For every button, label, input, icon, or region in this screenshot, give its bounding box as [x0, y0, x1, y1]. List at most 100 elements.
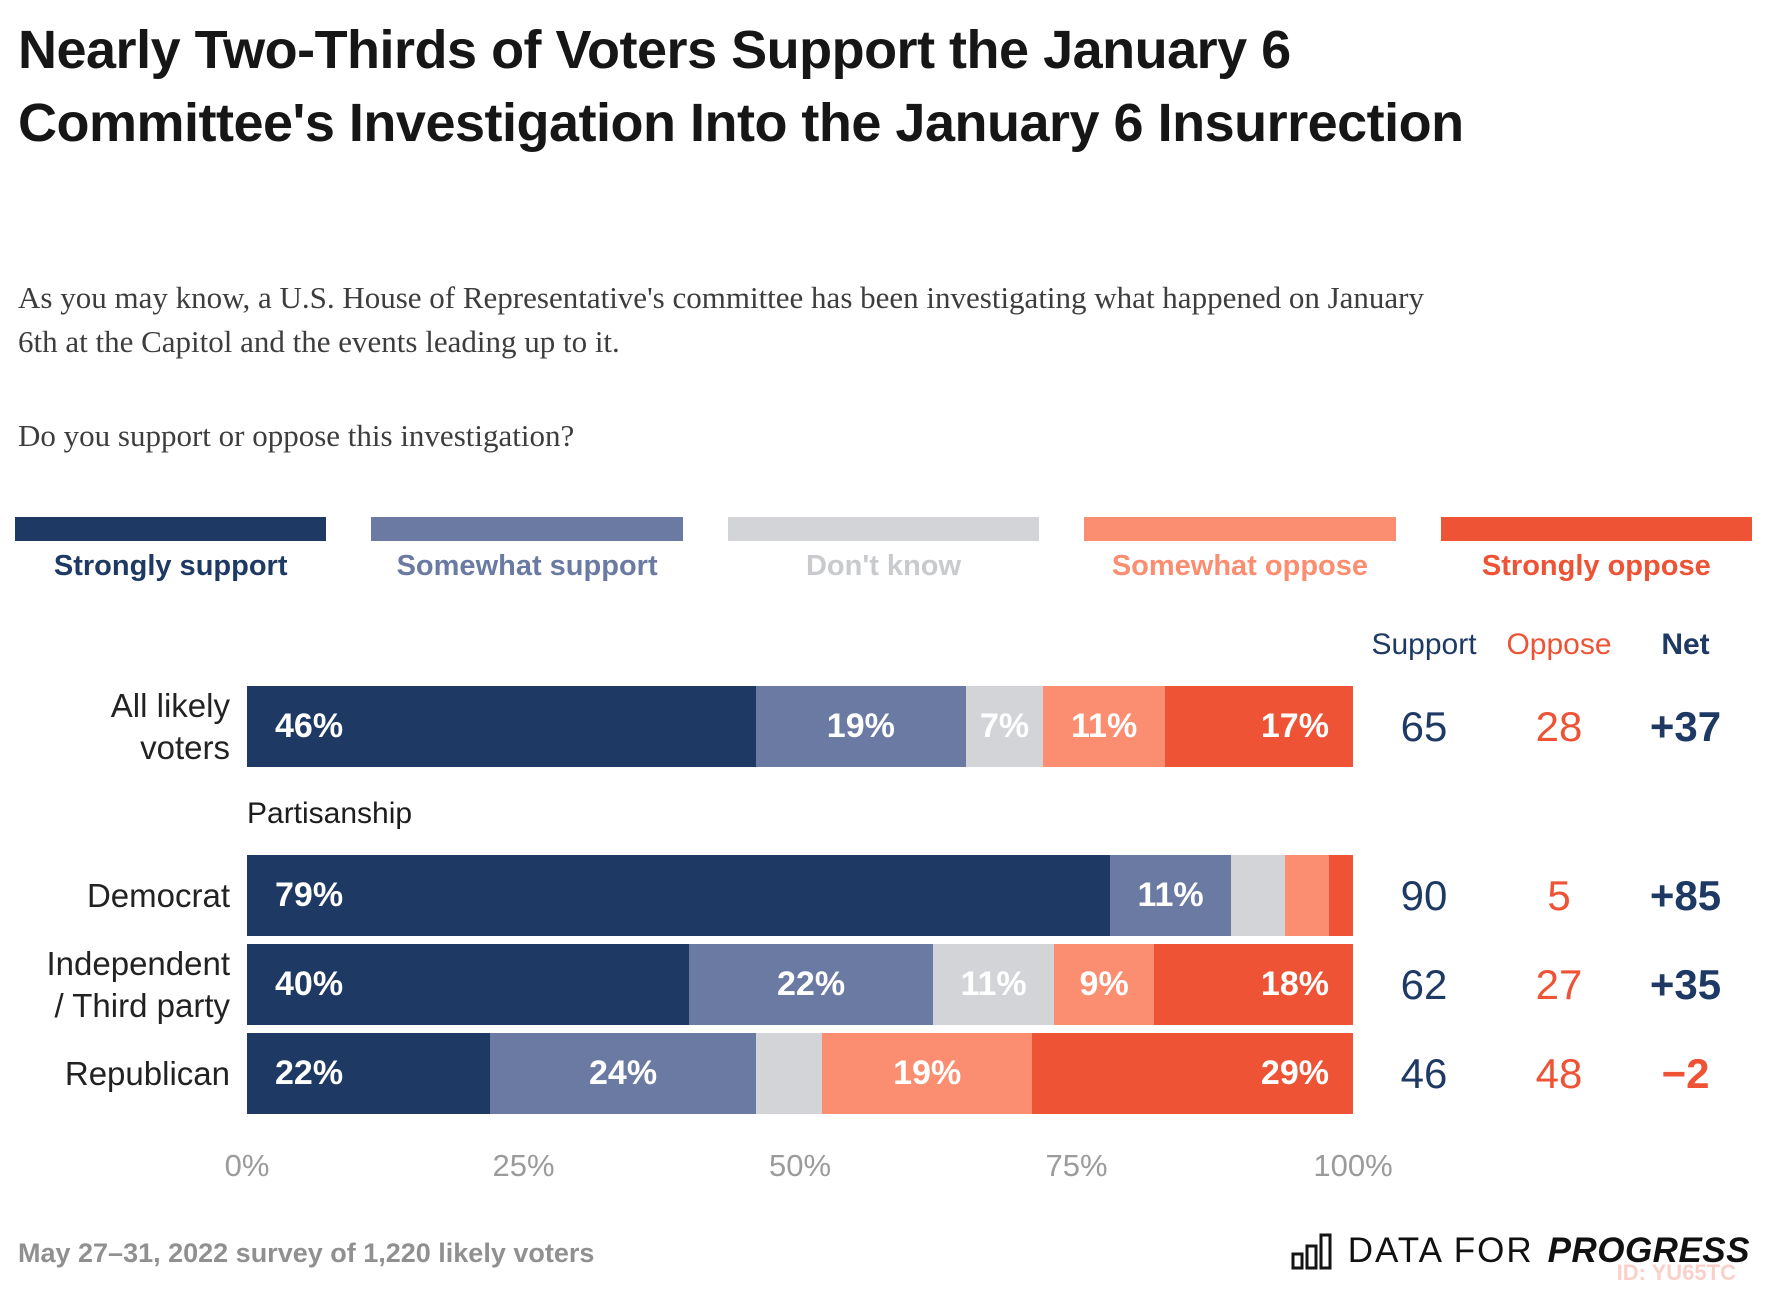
- stats-header-net: Net: [1661, 628, 1710, 661]
- bar-segment-label: 24%: [589, 1054, 658, 1092]
- stat-net: +37: [1649, 702, 1722, 750]
- bar-segment: [1230, 855, 1286, 936]
- legend-label: Somewhat oppose: [1111, 550, 1369, 582]
- bar-segment-label: 29%: [1260, 1054, 1329, 1092]
- bar-segment: 18%: [1153, 944, 1353, 1025]
- bar-row: Democrat 79% 11% 90 5 +85: [18, 855, 1766, 936]
- bar-segment-label: 9%: [1079, 965, 1129, 1003]
- bar-row: All likely voters 46% 19% 7% 11% 17% 65 28 +37: [18, 686, 1766, 767]
- bar-segment-label: 22%: [275, 1054, 344, 1092]
- brand-text-progress: PROGRESS: [1547, 1231, 1750, 1270]
- row-label: Republican: [18, 1053, 230, 1095]
- bar-segment: 22%: [247, 1033, 491, 1114]
- x-axis: 0% 25% 50% 75% 100%: [225, 1148, 1393, 1186]
- stats-header-oppose: Oppose: [1506, 628, 1612, 661]
- chart-subtitle: As you may know, a U.S. House of Represe…: [18, 280, 1424, 359]
- stat-net: −2: [1661, 1049, 1710, 1097]
- bar-row: Independent / Third party 40% 22% 11% 9% 18% 62…: [18, 944, 1766, 1025]
- row-label-line: Independent: [46, 944, 230, 982]
- brand-logo: DATA FOR PROGRESS: [1290, 1229, 1750, 1273]
- stat-oppose: 27: [1535, 960, 1583, 1008]
- bar-segment: [1329, 855, 1353, 936]
- stats-header-support: Support: [1371, 628, 1477, 661]
- legend-swatch: [1084, 517, 1396, 541]
- row-stats: 46 48 −2: [1353, 1050, 1753, 1098]
- stat-support: 46: [1400, 1049, 1448, 1097]
- bar-segment: 11%: [932, 944, 1055, 1025]
- bar-segment: 11%: [1110, 855, 1231, 936]
- legend-label: Strongly support: [53, 550, 288, 582]
- bar-segments: 40% 22% 11% 9% 18%: [247, 944, 1353, 1025]
- row-label-line: / Third party: [54, 986, 230, 1024]
- row-label: All likely voters: [18, 685, 230, 769]
- bar-segment: 9%: [1054, 944, 1154, 1025]
- bar-segment: 29%: [1032, 1033, 1353, 1114]
- x-axis-tick: 50%: [768, 1148, 832, 1183]
- stat-oppose: 5: [1547, 871, 1571, 919]
- stat-oppose: 48: [1535, 1049, 1583, 1097]
- stats-headers: Support Oppose Net: [1353, 628, 1753, 662]
- bar-segment-label: 18%: [1260, 965, 1329, 1003]
- footer-note: May 27–31, 2022 survey of 1,220 likely v…: [18, 1238, 595, 1268]
- stat-net: +85: [1649, 871, 1722, 919]
- bar-segment-label: 79%: [275, 876, 344, 914]
- row-label: Democrat: [18, 875, 230, 917]
- bar-segment-label: 46%: [275, 707, 344, 745]
- bar-segment: 24%: [490, 1033, 756, 1114]
- chart-rows: All likely voters 46% 19% 7% 11% 17% 65 28 +37 Par…: [18, 686, 1766, 1122]
- legend-label: Don't know: [805, 550, 962, 582]
- bar-segment-label: 40%: [275, 965, 344, 1003]
- legend-item: Strongly oppose: [1440, 517, 1753, 583]
- bar-chart-icon: [1290, 1229, 1334, 1273]
- bar-segment-label: 7%: [980, 707, 1030, 745]
- stat-oppose: 28: [1535, 702, 1583, 750]
- stat-support: 90: [1400, 871, 1448, 919]
- stat-net: +35: [1649, 960, 1722, 1008]
- bar-segment-label: 19%: [826, 707, 895, 745]
- row-stats: 62 27 +35: [1353, 961, 1753, 1009]
- bar-segments: 79% 11%: [247, 855, 1353, 936]
- legend-swatch: [1440, 517, 1753, 541]
- x-axis-tick: 75%: [1045, 1148, 1108, 1183]
- legend-swatch: [727, 517, 1040, 541]
- row-label-line: Democrat: [86, 876, 230, 914]
- x-axis-tick: 25%: [492, 1148, 555, 1183]
- legend: Strongly support Somewhat support Don't kn…: [15, 517, 1753, 583]
- legend-label: Somewhat support: [396, 550, 658, 582]
- row-stats: 90 5 +85: [1353, 872, 1753, 920]
- bar-segment-label: 11%: [1071, 707, 1138, 745]
- legend-label: Strongly oppose: [1481, 550, 1711, 582]
- stat-support: 65: [1400, 702, 1448, 750]
- legend-swatch: [15, 517, 327, 541]
- bar-segment-label: 11%: [1137, 876, 1204, 914]
- bar-segment: 11%: [1043, 686, 1165, 767]
- bar-segment: 79%: [247, 855, 1111, 936]
- bar-segments: 22% 24% 19% 29%: [247, 1033, 1353, 1114]
- chart-title: Nearly Two-Thirds of Voters Support the …: [18, 20, 1464, 153]
- row-label-line: All likely: [110, 686, 230, 724]
- bar-segment: 40%: [247, 944, 690, 1025]
- x-axis-tick: 100%: [1313, 1148, 1393, 1183]
- brand-text-data-for: DATA FOR: [1347, 1231, 1534, 1270]
- row-label-line: Republican: [64, 1054, 230, 1092]
- bar-row: Republican 22% 24% 19% 29% 46 48 −2: [18, 1033, 1766, 1114]
- bar-segment-label: 22%: [777, 965, 846, 1003]
- row-label-line: voters: [140, 728, 230, 766]
- x-axis-tick: 0%: [224, 1148, 270, 1183]
- bar-segment: [1285, 855, 1329, 936]
- legend-swatch: [371, 517, 683, 541]
- legend-item: Don't know: [727, 517, 1040, 583]
- bar-segment: 19%: [755, 686, 966, 767]
- survey-question: Do you support or oppose this investigat…: [18, 418, 575, 453]
- bar-segments: 46% 19% 7% 11% 17%: [247, 686, 1353, 767]
- bar-segment-label: 11%: [960, 965, 1027, 1003]
- bar-segment: 22%: [689, 944, 933, 1025]
- row-label: Independent / Third party: [18, 943, 230, 1027]
- row-stats: 65 28 +37: [1353, 703, 1753, 751]
- bar-segment-label: 17%: [1260, 707, 1329, 745]
- bar-segment: 7%: [965, 686, 1044, 767]
- section-label: Partisanship: [247, 797, 413, 830]
- legend-item: Strongly support: [15, 517, 327, 583]
- legend-item: Somewhat oppose: [1084, 517, 1396, 583]
